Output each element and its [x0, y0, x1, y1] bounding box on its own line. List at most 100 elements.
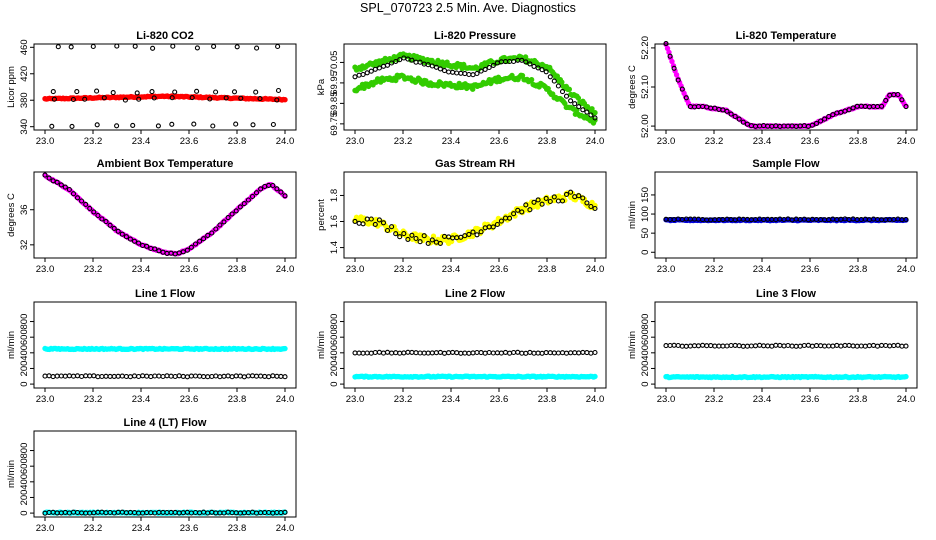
- data-point: [883, 97, 889, 103]
- data-point: [494, 350, 500, 356]
- x-tick-label: 23.2: [705, 394, 724, 405]
- x-tick-label: 23.0: [36, 136, 55, 147]
- data-point: [425, 240, 431, 246]
- data-point: [417, 350, 423, 356]
- data-point: [874, 343, 881, 349]
- data-point: [209, 373, 215, 380]
- data-point: [563, 350, 570, 356]
- data-point: [568, 98, 574, 104]
- data-point: [777, 342, 783, 348]
- data-point: [221, 373, 227, 379]
- plot-frame: [33, 301, 297, 389]
- data-point: [194, 88, 200, 94]
- y-tick-label: 800: [19, 314, 30, 330]
- data-point: [716, 343, 722, 349]
- data-point: [523, 59, 529, 65]
- data-point: [539, 201, 545, 207]
- x-tick-label: 23.8: [849, 394, 868, 405]
- data-point: [169, 95, 175, 101]
- x-tick-label: 23.0: [657, 394, 676, 405]
- data-point: [555, 350, 561, 356]
- chart-title: Line 4 (LT) Flow: [124, 417, 207, 429]
- y-tick-label: 1.8: [329, 189, 340, 202]
- data-point: [115, 228, 121, 234]
- data-point: [846, 107, 852, 113]
- data-point: [364, 70, 370, 76]
- x-axis: 23.0 23.2 23.4 23.6 23.8 24.0: [657, 130, 916, 147]
- data-point: [830, 343, 836, 349]
- data-point: [119, 373, 125, 379]
- data-point: [107, 373, 113, 379]
- data-point: [809, 122, 815, 128]
- x-tick-label: 23.8: [228, 136, 247, 147]
- data-point: [732, 113, 738, 120]
- data-point: [282, 374, 288, 380]
- data-point: [91, 373, 97, 379]
- y-tick-label: 150: [640, 187, 651, 203]
- data-point: [152, 246, 158, 252]
- data-point: [486, 349, 492, 356]
- data-point: [679, 86, 685, 92]
- x-axis: 23.0 23.2 23.4 23.6 23.8 24.0: [657, 258, 915, 275]
- data-point: [123, 373, 129, 380]
- chart-panel-8: Line 2 Flow 23.0 23.2 23.4 23.6 23.8 24.0 0 2004…: [316, 288, 607, 405]
- data-point: [535, 350, 541, 356]
- data-point: [732, 342, 738, 348]
- data-point: [274, 186, 280, 192]
- data-point: [249, 193, 256, 200]
- data-point: [384, 349, 391, 355]
- x-tick-label: 23.0: [657, 264, 676, 275]
- data-point: [372, 349, 378, 356]
- data-point: [94, 122, 100, 128]
- data-point: [217, 374, 223, 380]
- data-point: [801, 342, 807, 349]
- plot-frame: [33, 43, 297, 131]
- y-tick-label: 0: [329, 381, 340, 386]
- data-point: [364, 350, 370, 356]
- data-point: [519, 57, 525, 63]
- plot-frame: [654, 171, 918, 259]
- x-tick-label: 23.8: [538, 264, 557, 275]
- data-points: [352, 349, 598, 380]
- data-point: [360, 71, 366, 78]
- data-point: [136, 240, 142, 246]
- x-tick-label: 24.0: [276, 523, 295, 534]
- data-point: [528, 76, 535, 83]
- data-point: [223, 95, 229, 101]
- y-tick-label: 800: [329, 314, 340, 330]
- data-point: [282, 193, 288, 199]
- data-point: [278, 373, 284, 379]
- x-tick-label: 24.0: [897, 136, 916, 147]
- data-point: [237, 204, 243, 210]
- data-point: [519, 209, 525, 215]
- data-point: [83, 201, 89, 207]
- data-point: [478, 350, 484, 356]
- data-point: [572, 350, 578, 356]
- data-point: [245, 373, 251, 379]
- data-point: [103, 219, 109, 225]
- x-tick-label: 23.8: [538, 136, 557, 147]
- data-point: [547, 198, 553, 205]
- data-point: [397, 350, 403, 356]
- data-point: [253, 89, 259, 95]
- data-point: [822, 343, 828, 349]
- data-point: [458, 70, 464, 76]
- data-point: [42, 172, 48, 178]
- y-axis: 52.00 52.10 52.20: [640, 36, 655, 138]
- data-point: [376, 217, 382, 223]
- data-point: [437, 66, 443, 72]
- data-point: [437, 240, 443, 246]
- data-point: [184, 374, 190, 380]
- y-tick-label: 36: [19, 204, 30, 215]
- data-point: [474, 232, 480, 238]
- y-tick-label: 52.00: [640, 114, 651, 138]
- data-point: [150, 45, 156, 51]
- data-point: [519, 350, 525, 356]
- y-tick-label: 400: [329, 345, 340, 361]
- data-point: [850, 343, 856, 349]
- data-point: [576, 193, 582, 199]
- data-point: [368, 350, 374, 356]
- data-point: [233, 208, 239, 214]
